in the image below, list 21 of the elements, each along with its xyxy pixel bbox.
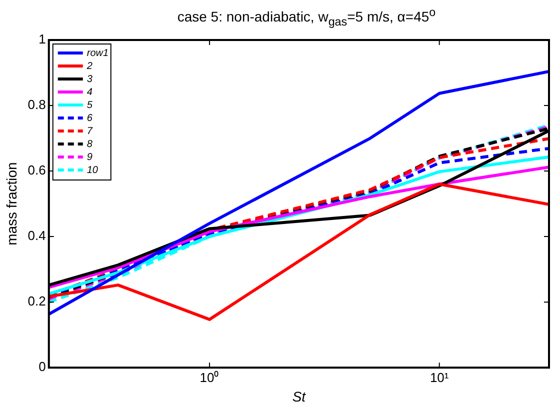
legend-label: row1 [86,48,109,59]
legend-label: 5 [86,100,93,111]
chart-title: case 5: non-adiabatic, w$_{gas}$=5 m/s, α=45$^{o}$ [176,6,437,28]
x-tick-label: 10¹ [430,370,450,385]
y-tick-label: 0.2 [28,294,46,309]
legend-label: 6 [86,112,93,124]
y-tick-label: 1 [38,32,46,47]
legend-label: 2 [86,60,93,72]
legend-label: 7 [86,126,93,137]
x-axis-title: St [292,388,307,404]
y-axis-title: mass fraction [3,162,20,246]
y-tick-label: 0 [38,359,46,374]
legend-label: 9 [86,152,93,163]
legend-label: 8 [86,138,93,150]
y-tick-label: 0.4 [28,228,46,244]
x-tick-label: 10⁰ [200,370,220,385]
legend-label: 10 [86,164,98,176]
y-tick-label: 0.6 [28,162,46,178]
legend-label: 3 [86,74,93,85]
legend-label: 4 [86,86,93,98]
y-tick-label: 0.8 [28,97,46,112]
